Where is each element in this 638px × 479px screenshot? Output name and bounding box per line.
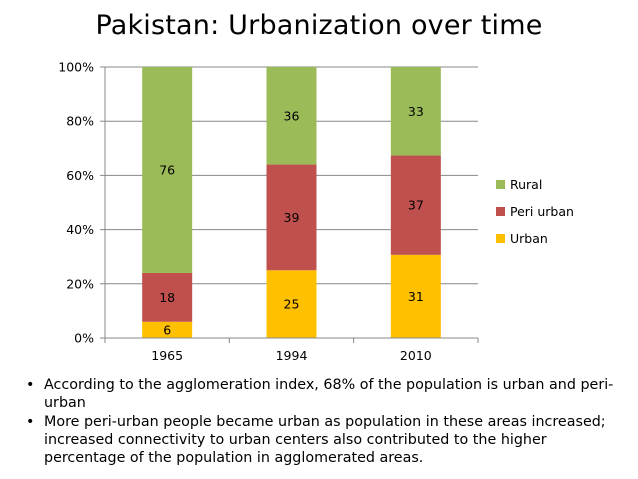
bar-segment	[142, 272, 193, 322]
data-label: 25	[284, 297, 300, 312]
bar-segment	[266, 164, 317, 271]
legend: Rural Peri urban Urban	[496, 177, 574, 246]
chart-title: Pakistan: Urbanization over time	[95, 10, 543, 41]
y-tick-label: 40%	[66, 222, 94, 237]
legend-swatch	[496, 234, 505, 243]
bar-segment	[390, 155, 441, 255]
bullet-list: • According to the agglomeration index, 6…	[26, 376, 626, 467]
data-label: 31	[408, 289, 424, 304]
legend-label: Peri urban	[510, 204, 574, 219]
y-tick-label: 60%	[66, 168, 94, 183]
data-label: 6	[163, 322, 171, 337]
y-axis: 0% 20% 40% 60% 80% 100%	[58, 60, 106, 346]
bar-segment	[142, 67, 193, 273]
data-label: 18	[159, 290, 175, 305]
bar-segment	[390, 254, 441, 338]
bullet-symbol: •	[26, 377, 35, 393]
bullet-item: • According to the agglomeration index, 6…	[26, 376, 626, 413]
data-label: 39	[284, 210, 300, 225]
stacked-bar-chart: 6 18 76 25 39 36 31 37 33 0% 20% 40% 60% 80% 100% 196…	[58, 60, 574, 364]
x-tick-label: 2010	[400, 348, 432, 363]
bullet-item: • More peri-urban people became urban as …	[26, 413, 626, 468]
legend-swatch	[496, 180, 505, 189]
bar-segment	[266, 67, 317, 165]
bullet-symbol: •	[26, 413, 35, 430]
x-tick-label: 1965	[151, 348, 183, 363]
y-tick-label: 20%	[66, 276, 94, 291]
data-label: 76	[159, 162, 175, 177]
legend-swatch	[496, 207, 505, 216]
bar-segment	[390, 67, 441, 156]
bar-segment	[266, 270, 317, 338]
bullet-text: More peri-urban people became urban as p…	[44, 413, 606, 467]
data-label: 37	[408, 198, 424, 213]
data-label: 33	[408, 104, 424, 119]
y-tick-label: 80%	[66, 114, 94, 129]
x-tick-label: 1994	[276, 348, 308, 363]
legend-label: Urban	[510, 231, 548, 246]
data-labels: 6 18 76 25 39 36 31 37 33	[159, 104, 424, 338]
bar-segment	[142, 321, 193, 338]
y-tick-label: 0%	[74, 331, 94, 346]
bullet-text: According to the agglomeration index, 68…	[44, 377, 614, 412]
bars	[142, 67, 441, 338]
data-label: 36	[284, 108, 300, 123]
y-tick-label: 100%	[58, 60, 94, 75]
legend-label: Rural	[510, 177, 542, 192]
x-axis: 1965 1994 2010	[104, 337, 479, 363]
